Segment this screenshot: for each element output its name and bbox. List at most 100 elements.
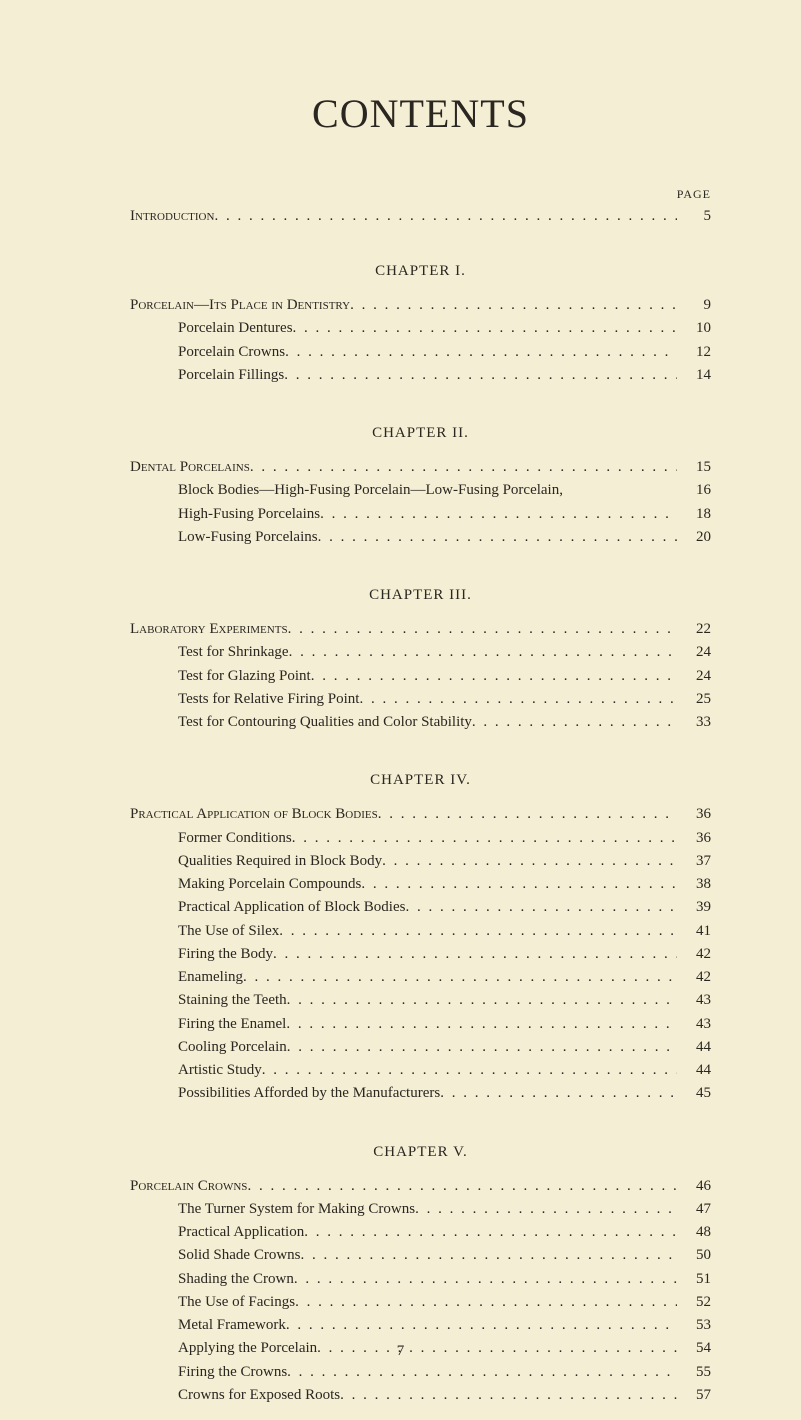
- toc-page-number: 18: [677, 503, 711, 526]
- toc-row: High-Fusing Porcelains. . . . . . . . . …: [130, 503, 711, 526]
- leader-dots: . . . . . . . . . . . . . . . . . . . . …: [301, 1244, 677, 1267]
- toc-row: Metal Framework. . . . . . . . . . . . .…: [130, 1314, 711, 1337]
- toc-page-number: 24: [677, 641, 711, 664]
- leader-dots: . . . . . . . . . . . . . . . . . . . . …: [382, 850, 677, 873]
- page-label: PAGE: [677, 187, 711, 202]
- chapter-heading: CHAPTER I.: [130, 263, 711, 280]
- toc-page-number: 45: [677, 1082, 711, 1105]
- toc-row: Staining the Teeth. . . . . . . . . . . …: [130, 989, 711, 1012]
- leader-dots: . . . . . . . . . . . . . . . . . . . . …: [378, 803, 677, 826]
- toc-page-number: 10: [677, 317, 711, 340]
- toc-row: Qualities Required in Block Body. . . . …: [130, 850, 711, 873]
- leader-dots: . . . . . . . . . . . . . . . . . . . . …: [293, 317, 677, 340]
- toc-label: Firing the Body: [130, 943, 273, 966]
- leader-dots: . . . . . . . . . . . . . . . . . . . . …: [247, 1175, 677, 1198]
- toc-row: Making Porcelain Compounds. . . . . . . …: [130, 873, 711, 896]
- toc-label: Laboratory Experiments: [130, 618, 288, 641]
- toc-page-number: 16: [677, 479, 711, 502]
- page-label-row: PAGE: [130, 187, 711, 202]
- toc-label: Porcelain Crowns: [130, 1175, 247, 1198]
- toc-row: Laboratory Experiments. . . . . . . . . …: [130, 618, 711, 641]
- toc-row: Artistic Study. . . . . . . . . . . . . …: [130, 1059, 711, 1082]
- leader-dots: . . . . . . . . . . . . . . . . . . . . …: [472, 711, 677, 734]
- toc-label: The Use of Silex: [130, 920, 279, 943]
- toc-row: Test for Contouring Qualities and Color …: [130, 711, 711, 734]
- toc-row: Practical Application of Block Bodies. .…: [130, 896, 711, 919]
- toc-label: Crowns for Exposed Roots: [130, 1384, 340, 1407]
- leader-dots: . . . . . . . . . . . . . . . . . . . . …: [292, 827, 677, 850]
- toc-page-number: 41: [677, 920, 711, 943]
- toc-page-number: 43: [677, 1013, 711, 1036]
- chapter-block: CHAPTER I.Porcelain—Its Place in Dentist…: [130, 263, 711, 387]
- document-page: CONTENTS PAGE Introduction . . . . . . .…: [0, 0, 801, 1420]
- toc-page-number: 12: [677, 341, 711, 364]
- toc-row: Solid Shade Crowns. . . . . . . . . . . …: [130, 1244, 711, 1267]
- page-title: CONTENTS: [130, 90, 711, 137]
- toc-row: Dental Porcelains. . . . . . . . . . . .…: [130, 456, 711, 479]
- toc-label: Artistic Study: [130, 1059, 262, 1082]
- leader-dots: . . . . . . . . . . . . . . . . . . . . …: [318, 526, 677, 549]
- toc-label: Dental Porcelains: [130, 456, 250, 479]
- leader-dots: . . . . . . . . . . . . . . . . . . . . …: [295, 1291, 677, 1314]
- toc-page-number: 14: [677, 364, 711, 387]
- leader-dots: . . . . . . . . . . . . . . . . . . . . …: [287, 1361, 677, 1384]
- toc-page-number: 46: [677, 1175, 711, 1198]
- toc-label: Firing the Enamel: [130, 1013, 286, 1036]
- toc-row: Porcelain Fillings. . . . . . . . . . . …: [130, 364, 711, 387]
- leader-dots: . . . . . . . . . . . . . . . . . . . . …: [405, 896, 677, 919]
- toc-row: Tests for Relative Firing Point. . . . .…: [130, 688, 711, 711]
- toc-row: The Use of Silex. . . . . . . . . . . . …: [130, 920, 711, 943]
- toc-label: Possibilities Afforded by the Manufactur…: [130, 1082, 440, 1105]
- chapter-block: CHAPTER III.Laboratory Experiments. . . …: [130, 587, 711, 734]
- toc-row: Firing the Enamel. . . . . . . . . . . .…: [130, 1013, 711, 1036]
- introduction-row: Introduction . . . . . . . . . . . . . .…: [130, 208, 711, 225]
- toc-row: Porcelain Crowns. . . . . . . . . . . . …: [130, 341, 711, 364]
- leader-dots: . . . . . . . . . . . . . . . . . . . . …: [284, 364, 677, 387]
- toc-label: Cooling Porcelain: [130, 1036, 287, 1059]
- toc-page-number: 37: [677, 850, 711, 873]
- toc-row: Practical Application. . . . . . . . . .…: [130, 1221, 711, 1244]
- toc-label: Porcelain Crowns: [130, 341, 285, 364]
- toc-label: Porcelain Dentures: [130, 317, 293, 340]
- introduction-page: 5: [677, 208, 711, 225]
- chapter-block: CHAPTER V.Porcelain Crowns. . . . . . . …: [130, 1144, 711, 1408]
- leader-dots: . . . . . . . . . . . . . . . . . . . . …: [273, 943, 677, 966]
- toc-page-number: 38: [677, 873, 711, 896]
- leader-dots: . . . . . . . . . . . . . . . . . . . . …: [285, 341, 677, 364]
- toc-label: Shading the Crown: [130, 1268, 294, 1291]
- toc-label: The Use of Facings: [130, 1291, 295, 1314]
- toc-label: Firing the Crowns: [130, 1361, 287, 1384]
- toc-row: The Turner System for Making Crowns. . .…: [130, 1198, 711, 1221]
- toc-row: Test for Shrinkage. . . . . . . . . . . …: [130, 641, 711, 664]
- toc-page-number: 39: [677, 896, 711, 919]
- toc-row: Possibilities Afforded by the Manufactur…: [130, 1082, 711, 1105]
- leader-dots: . . . . . . . . . . . . . . . . . . . . …: [320, 503, 677, 526]
- leader-dots: . . . . . . . . . . . . . . . . . . . . …: [287, 1036, 677, 1059]
- chapters-container: CHAPTER I.Porcelain—Its Place in Dentist…: [130, 263, 711, 1407]
- toc-page-number: 15: [677, 456, 711, 479]
- leader-dots: . . . . . . . . . . . . . . . . . . . . …: [243, 966, 677, 989]
- toc-page-number: 44: [677, 1059, 711, 1082]
- leader-dots: . . . . . . . . . . . . . . . . . . . . …: [289, 641, 677, 664]
- toc-page-number: 20: [677, 526, 711, 549]
- toc-label: Former Conditions: [130, 827, 292, 850]
- toc-page-number: 25: [677, 688, 711, 711]
- toc-page-number: 47: [677, 1198, 711, 1221]
- chapter-heading: CHAPTER II.: [130, 425, 711, 442]
- toc-label: Tests for Relative Firing Point: [130, 688, 359, 711]
- leader-dots: . . . . . . . . . . . . . . . . . . . . …: [304, 1221, 677, 1244]
- introduction-label: Introduction: [130, 208, 214, 225]
- toc-row: Porcelain Crowns. . . . . . . . . . . . …: [130, 1175, 711, 1198]
- leader-dots: . . . . . . . . . . . . . . . . . . . . …: [288, 618, 677, 641]
- leader-dots: . . . . . . . . . . . . . . . . . . . . …: [350, 294, 677, 317]
- toc-label: Practical Application of Block Bodies: [130, 803, 378, 826]
- toc-row: The Use of Facings. . . . . . . . . . . …: [130, 1291, 711, 1314]
- toc-page-number: 51: [677, 1268, 711, 1291]
- leader-dots: . . . . . . . . . . . . . . . . . . . . …: [415, 1198, 677, 1221]
- leader-dots: . . . . . . . . . . . . . . . . . . . . …: [250, 456, 677, 479]
- toc-page-number: 22: [677, 618, 711, 641]
- toc-label: Solid Shade Crowns: [130, 1244, 301, 1267]
- footer-page-number: 7: [0, 1343, 801, 1360]
- toc-label: Practical Application: [130, 1221, 304, 1244]
- toc-page-number: 36: [677, 827, 711, 850]
